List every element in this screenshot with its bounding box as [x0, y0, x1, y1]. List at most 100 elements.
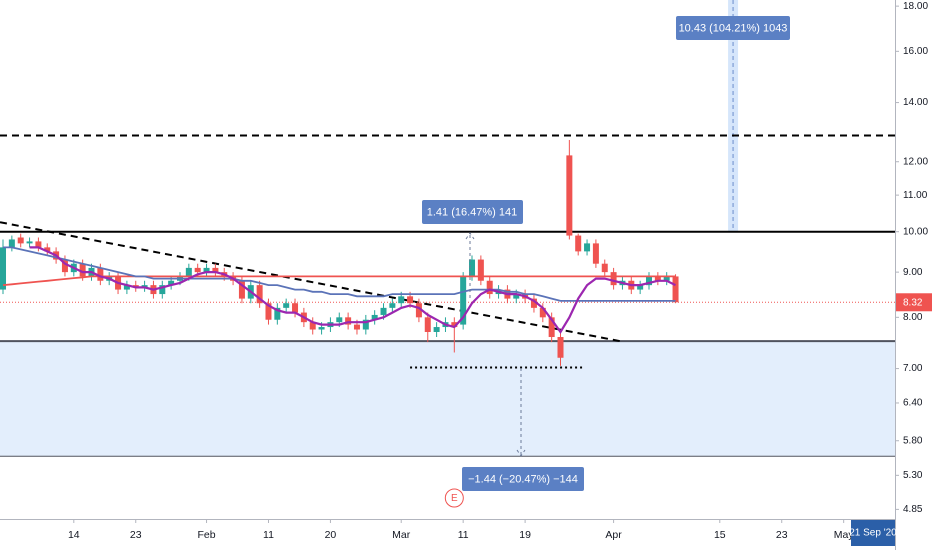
x-tick-label: 23 [130, 529, 142, 541]
annotation-text: 10.43 (104.21%) 1043 [679, 22, 788, 34]
annotation: −1.44 (−20.47%) −144 [462, 467, 584, 491]
cursor-date: 21 Sep '20 [849, 528, 897, 539]
annotation: 1.41 (16.47%) 141 [422, 200, 523, 224]
candle-body [424, 317, 431, 332]
price-label: 8.32 [903, 297, 923, 308]
candle-body [283, 303, 290, 308]
candle-body [637, 285, 644, 290]
zone [0, 341, 895, 457]
candle-body [194, 267, 201, 273]
annotation-text: −1.44 (−20.47%) −144 [468, 473, 578, 485]
price-label-box [896, 293, 932, 312]
candle-body [575, 235, 582, 252]
candle-body [309, 322, 316, 330]
y-tick-label: 7.00 [903, 363, 923, 374]
candle-body [336, 317, 343, 323]
candle-body [469, 259, 476, 277]
candle-body [79, 263, 86, 277]
candle-body [132, 285, 139, 288]
candle-body [44, 247, 51, 252]
candle-body [35, 241, 42, 248]
candle-body [645, 276, 652, 286]
candle-body [0, 247, 7, 290]
y-tick-label: 18.00 [903, 1, 928, 12]
candle-body [212, 267, 219, 273]
candle-body [663, 276, 670, 281]
annotation: 10.43 (104.21%) 1043 [676, 16, 790, 40]
measure-arrow [465, 232, 475, 298]
candle-body [353, 324, 360, 330]
candle-body [256, 285, 263, 304]
candle-body [380, 307, 387, 315]
candle-body [159, 285, 166, 295]
y-tick-label: 9.00 [903, 267, 923, 278]
x-tick-label: 20 [325, 529, 337, 541]
candle-body [566, 155, 573, 236]
x-tick-label: Apr [605, 529, 622, 541]
y-tick-label: 5.30 [903, 470, 923, 481]
candle-body [415, 303, 422, 318]
measure-arrow [516, 368, 526, 457]
candle-body [433, 327, 440, 332]
candle-body [672, 276, 679, 303]
candle-body [168, 280, 175, 286]
series-line [2, 275, 676, 286]
candle-body [8, 239, 15, 248]
candle-body [97, 267, 104, 281]
candle-body [345, 317, 352, 325]
candle-body [654, 276, 661, 281]
x-tick-label: 15 [714, 529, 726, 541]
candle-body [557, 337, 564, 358]
candle-body [362, 319, 369, 330]
candle-body [610, 272, 617, 286]
annotation-box [462, 467, 584, 491]
candle-body [584, 243, 591, 252]
candle-body [318, 327, 325, 330]
series-line [29, 246, 676, 334]
event-marker [444, 488, 464, 508]
candle-body [203, 267, 210, 273]
series-line [3, 246, 676, 302]
x-tick-label: Feb [197, 529, 215, 541]
y-tick-label: 8.00 [903, 312, 923, 323]
x-tick-label: 23 [776, 529, 788, 541]
y-tick-label: 12.00 [903, 156, 928, 167]
candle-body [548, 317, 555, 338]
x-tick-label: 11 [263, 529, 274, 541]
candle-body [238, 280, 245, 299]
annotation-box [676, 16, 790, 40]
y-tick-label: 10.00 [903, 226, 928, 237]
candle-body [123, 285, 130, 290]
y-tick-label: 11.00 [903, 190, 928, 201]
candle-body [274, 307, 281, 320]
candle-body [371, 314, 378, 320]
candle-body [17, 237, 24, 244]
cursor-date-box [851, 520, 895, 546]
y-tick-label: 16.00 [903, 46, 928, 57]
x-tick-label: Mar [392, 529, 411, 541]
x-tick-label: 19 [519, 529, 531, 541]
x-tick-label: 11 [458, 529, 469, 541]
y-tick-label: 5.80 [903, 435, 923, 446]
candle-body [539, 307, 546, 318]
candle-body [141, 285, 148, 288]
candle-body [601, 263, 608, 273]
candle-body [486, 280, 493, 295]
candle-body [530, 298, 537, 308]
candle-body [26, 241, 33, 244]
y-tick-label: 14.00 [903, 97, 928, 108]
candle-body [185, 267, 192, 277]
candle-body [292, 303, 299, 313]
event-label: E [451, 493, 458, 504]
candle-body [477, 259, 484, 281]
candle-body [398, 296, 405, 304]
y-tick-label: 4.85 [903, 504, 923, 515]
candle-body [592, 243, 599, 264]
y-tick-label: 6.40 [903, 398, 923, 409]
trendline [0, 221, 623, 343]
annotation-box [422, 200, 523, 224]
candle-body [61, 259, 68, 273]
annotation-text: 1.41 (16.47%) 141 [427, 206, 518, 218]
